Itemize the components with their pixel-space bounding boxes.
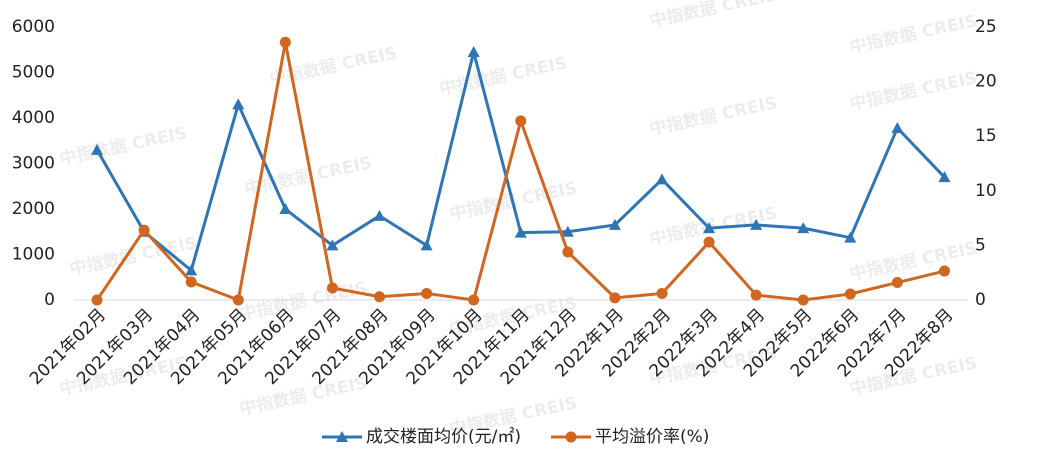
- marker: [232, 98, 245, 110]
- y-tick-label: 2000: [12, 199, 55, 219]
- marker: [703, 236, 715, 248]
- y2-tick-label: 25: [975, 17, 997, 37]
- marker: [561, 225, 574, 237]
- y-tick-label: 6000: [12, 17, 55, 37]
- marker: [562, 246, 574, 258]
- marker: [185, 264, 198, 276]
- legend-label: 平均溢价率(%): [595, 427, 709, 447]
- marker: [703, 222, 716, 234]
- marker: [232, 294, 244, 306]
- watermark: 中指数据 CREIS: [68, 232, 199, 280]
- marker: [279, 36, 291, 48]
- watermark: 中指数据 CREIS: [58, 122, 189, 170]
- marker: [91, 294, 103, 306]
- marker: [565, 431, 577, 443]
- series-line: [95, 51, 946, 274]
- y2-tick-label: 0: [975, 290, 986, 310]
- legend-label: 成交楼面均价(元/㎡): [366, 427, 521, 447]
- marker: [279, 203, 292, 214]
- marker: [91, 143, 104, 155]
- marker: [468, 294, 480, 306]
- y2-tick-label: 5: [975, 235, 986, 255]
- marker: [844, 231, 857, 243]
- marker: [608, 218, 621, 230]
- marker: [844, 288, 856, 300]
- watermark: 中指数据 CREIS: [848, 10, 979, 58]
- marker: [326, 239, 339, 251]
- marker: [609, 292, 621, 304]
- y2-tick-label: 15: [975, 126, 997, 146]
- marker: [185, 276, 197, 288]
- y2-tick-label: 20: [975, 72, 997, 92]
- marker: [138, 224, 150, 236]
- marker: [938, 171, 951, 183]
- marker: [336, 431, 348, 442]
- marker: [938, 265, 950, 277]
- watermark: 中指数据 CREIS: [848, 67, 979, 115]
- y-tick-label: 4000: [12, 108, 55, 128]
- y-tick-label: 0: [44, 290, 55, 310]
- watermark: 中指数据 CREIS: [648, 0, 779, 32]
- watermark: 中指数据 CREIS: [238, 277, 369, 325]
- watermark: 中指数据 CREIS: [648, 92, 779, 140]
- marker: [750, 218, 763, 230]
- marker: [750, 289, 762, 301]
- marker: [326, 282, 338, 294]
- marker: [373, 209, 386, 221]
- marker: [515, 115, 527, 127]
- marker: [420, 239, 433, 251]
- marker: [656, 287, 668, 299]
- y2-tick-label: 10: [975, 181, 997, 201]
- marker: [655, 173, 668, 185]
- marker: [374, 291, 386, 303]
- watermark: 中指数据 CREIS: [438, 52, 569, 100]
- marker: [891, 277, 903, 289]
- y-tick-label: 1000: [12, 245, 55, 265]
- marker: [514, 226, 527, 238]
- marker: [421, 287, 433, 299]
- marker: [467, 46, 480, 58]
- y-tick-label: 3000: [12, 154, 55, 174]
- marker: [891, 122, 904, 134]
- y-tick-label: 5000: [12, 63, 55, 83]
- watermark: 中指数据 CREIS: [238, 372, 369, 420]
- marker: [797, 294, 809, 306]
- marker: [797, 222, 810, 234]
